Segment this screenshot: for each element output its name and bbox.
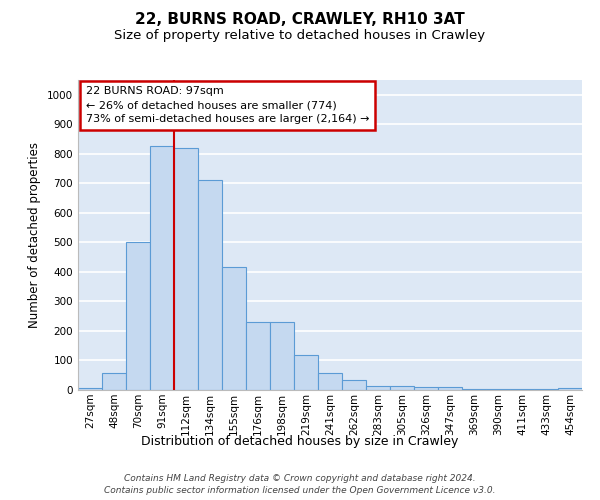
Bar bbox=[534, 389, 558, 390]
Bar bbox=[246, 322, 270, 390]
Bar bbox=[510, 389, 534, 390]
Bar bbox=[150, 146, 174, 390]
Bar bbox=[102, 373, 126, 390]
Y-axis label: Number of detached properties: Number of detached properties bbox=[28, 142, 41, 328]
Bar bbox=[438, 387, 462, 390]
Bar bbox=[342, 380, 366, 390]
Bar bbox=[270, 322, 294, 390]
Bar bbox=[366, 386, 390, 390]
Bar bbox=[462, 388, 486, 390]
Text: Contains HM Land Registry data © Crown copyright and database right 2024.: Contains HM Land Registry data © Crown c… bbox=[124, 474, 476, 483]
Text: Size of property relative to detached houses in Crawley: Size of property relative to detached ho… bbox=[115, 29, 485, 42]
Text: Distribution of detached houses by size in Crawley: Distribution of detached houses by size … bbox=[142, 435, 458, 448]
Bar bbox=[174, 148, 198, 390]
Bar bbox=[222, 268, 246, 390]
Bar bbox=[558, 388, 582, 390]
Text: Contains public sector information licensed under the Open Government Licence v3: Contains public sector information licen… bbox=[104, 486, 496, 495]
Text: 22 BURNS ROAD: 97sqm
← 26% of detached houses are smaller (774)
73% of semi-deta: 22 BURNS ROAD: 97sqm ← 26% of detached h… bbox=[86, 86, 369, 124]
Text: 22, BURNS ROAD, CRAWLEY, RH10 3AT: 22, BURNS ROAD, CRAWLEY, RH10 3AT bbox=[135, 12, 465, 28]
Bar bbox=[294, 354, 318, 390]
Bar bbox=[78, 388, 102, 390]
Bar bbox=[126, 242, 150, 390]
Bar bbox=[486, 388, 510, 390]
Bar bbox=[318, 373, 342, 390]
Bar bbox=[198, 180, 222, 390]
Bar bbox=[414, 387, 438, 390]
Bar bbox=[390, 386, 414, 390]
